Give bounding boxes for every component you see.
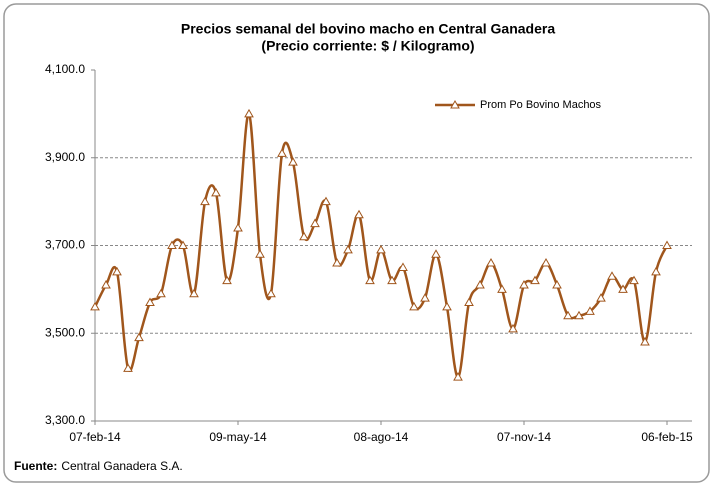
marker xyxy=(233,222,243,232)
marker xyxy=(552,279,562,289)
y-tick-label: 3,500.0 xyxy=(45,325,85,339)
marker xyxy=(277,148,287,157)
marker xyxy=(112,266,122,276)
marker xyxy=(343,244,353,254)
marker xyxy=(200,196,210,206)
marker xyxy=(541,258,551,267)
marker xyxy=(398,262,408,271)
marker xyxy=(519,279,529,289)
marker xyxy=(409,301,419,311)
marker xyxy=(255,249,265,258)
marker xyxy=(662,240,672,249)
marker xyxy=(134,332,144,342)
y-tick-label: 3,300.0 xyxy=(45,413,85,427)
marker xyxy=(167,240,177,249)
marker xyxy=(596,293,606,302)
marker xyxy=(508,323,518,333)
chart-subtitle: (Precio corriente: $ / Kilogramo) xyxy=(261,38,474,54)
marker xyxy=(453,372,463,381)
x-tick-label: 06-feb-15 xyxy=(641,430,693,444)
marker xyxy=(156,288,166,298)
marker xyxy=(618,284,628,293)
marker xyxy=(420,293,430,302)
marker xyxy=(244,108,254,118)
marker xyxy=(431,249,441,258)
marker xyxy=(145,297,155,307)
marker xyxy=(651,266,661,276)
y-tick-label: 4,100.0 xyxy=(45,62,85,76)
marker xyxy=(574,310,584,320)
marker xyxy=(464,297,474,307)
marker xyxy=(387,275,397,285)
marker xyxy=(222,275,232,285)
source-text: Central Ganadera S.A. xyxy=(61,459,182,473)
marker xyxy=(189,288,199,298)
source-label: Fuente: xyxy=(14,459,57,473)
marker xyxy=(629,275,639,285)
legend-marker xyxy=(450,99,460,109)
y-tick-label: 3,700.0 xyxy=(45,238,85,252)
marker xyxy=(123,363,133,372)
marker xyxy=(563,310,573,320)
y-tick-label: 3,900.0 xyxy=(45,150,85,164)
marker xyxy=(365,275,375,285)
marker xyxy=(497,284,507,293)
marker xyxy=(475,279,485,289)
chart-frame xyxy=(3,3,710,483)
marker xyxy=(211,187,221,197)
x-tick-label: 08-ago-14 xyxy=(354,430,409,444)
marker xyxy=(299,231,309,241)
source: Fuente: Central Ganadera S.A. xyxy=(14,459,183,473)
x-tick-label: 07-feb-14 xyxy=(69,430,121,444)
marker xyxy=(332,258,342,267)
marker xyxy=(101,279,111,289)
legend-label: Prom Po Bovino Machos xyxy=(480,99,602,111)
x-tick-label: 09-may-14 xyxy=(209,430,267,444)
marker xyxy=(486,258,496,267)
x-tick-label: 07-nov-14 xyxy=(497,430,551,444)
marker xyxy=(354,209,364,219)
marker xyxy=(178,240,188,249)
marker xyxy=(607,271,617,280)
chart-title: Precios semanal del bovino macho en Cent… xyxy=(181,21,555,37)
marker xyxy=(310,218,320,228)
marker xyxy=(321,196,331,206)
marker xyxy=(585,306,595,315)
marker xyxy=(266,288,276,298)
marker xyxy=(288,157,298,166)
marker xyxy=(376,244,386,254)
marker xyxy=(90,301,100,311)
marker xyxy=(530,275,540,285)
marker xyxy=(640,337,650,346)
marker xyxy=(442,301,452,311)
